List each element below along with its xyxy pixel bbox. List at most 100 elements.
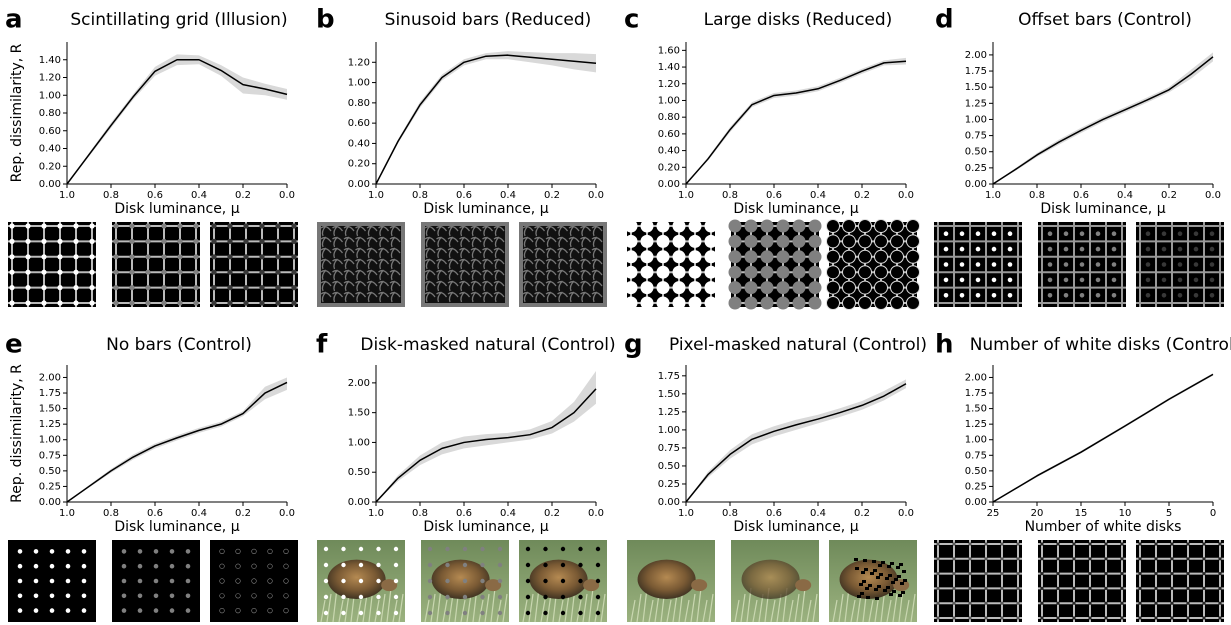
y-tick-label: 1.00 <box>658 425 680 436</box>
confidence-band <box>376 51 596 184</box>
chart-title: Large disks (Reduced) <box>704 10 893 30</box>
disk <box>874 234 888 249</box>
mask-disk <box>341 610 346 616</box>
mask-disk <box>595 578 601 584</box>
disk <box>1056 601 1060 605</box>
sinusoid-bar <box>436 225 448 237</box>
disk <box>1072 557 1076 561</box>
disk <box>688 296 702 310</box>
disk <box>826 280 840 295</box>
disk <box>890 296 904 310</box>
stimulus-thumbnail <box>519 540 607 623</box>
mask-pixel <box>883 589 887 592</box>
grass-blade <box>594 599 600 623</box>
sinusoid-bar <box>332 247 344 259</box>
mask-disk <box>543 562 548 568</box>
sinusoid-bar <box>459 247 471 259</box>
disk <box>9 269 15 275</box>
sinusoid-bar <box>343 258 355 270</box>
y-tick-label: 1.75 <box>658 371 680 382</box>
x-tick-label: 0.0 <box>588 508 604 519</box>
disk <box>1072 586 1076 591</box>
x-tick-label: 0.2 <box>544 190 560 201</box>
disk <box>219 548 225 555</box>
x-axis-label: Disk luminance, μ <box>114 519 239 535</box>
disk <box>760 219 774 233</box>
disk <box>776 281 790 295</box>
disk <box>267 607 273 614</box>
data-line <box>375 54 597 185</box>
disk <box>984 601 988 605</box>
grass-blade <box>386 587 392 623</box>
disk <box>161 269 167 275</box>
disk <box>235 563 241 569</box>
mask-disk <box>376 594 381 600</box>
disk <box>1161 246 1167 252</box>
disk <box>275 254 281 260</box>
x-tick-label: 25 <box>987 508 1000 519</box>
grass-blade <box>490 587 496 623</box>
disk <box>1209 231 1215 236</box>
x-tick-label: 0.6 <box>147 190 163 201</box>
disk <box>153 563 159 569</box>
disk <box>65 563 71 569</box>
disk <box>81 563 87 569</box>
mask-pixel <box>857 595 861 598</box>
sinusoid-bar <box>320 269 332 281</box>
disk <box>842 249 856 264</box>
disk <box>808 250 822 264</box>
mask-pixel <box>886 586 890 589</box>
disk <box>1072 601 1076 605</box>
disk <box>959 246 965 252</box>
disk <box>1202 542 1206 546</box>
mask-disk <box>393 546 399 552</box>
disk <box>1104 542 1108 546</box>
disk <box>728 250 742 264</box>
disk <box>640 234 654 248</box>
grass-blade <box>576 599 582 623</box>
grass-blade <box>794 593 800 623</box>
disk <box>1063 246 1069 252</box>
y-tick-label: 0.00 <box>39 179 61 190</box>
disk <box>227 285 233 291</box>
disk <box>952 542 956 546</box>
disk <box>291 223 297 229</box>
disk <box>89 254 95 260</box>
sinusoid-bar <box>459 225 471 237</box>
grass-blade <box>800 587 806 623</box>
stimulus-thumbnail <box>627 540 715 623</box>
disk <box>991 293 997 298</box>
sinusoid-bar <box>522 258 534 270</box>
sinusoid-bar <box>332 258 344 270</box>
mask-pixel <box>876 576 880 579</box>
disk <box>1120 557 1124 561</box>
disk <box>1104 572 1108 576</box>
x-tick-label: 0.6 <box>147 508 163 519</box>
disk <box>291 269 297 275</box>
disk <box>1040 601 1044 605</box>
disk <box>1000 542 1004 546</box>
mask-disk <box>578 578 583 584</box>
x-tick-label: 1.0 <box>678 508 694 519</box>
mask-pixel <box>890 562 894 565</box>
disk <box>137 578 143 584</box>
grass-blade <box>478 599 484 623</box>
y-tick-label: 0.25 <box>965 481 987 492</box>
mask-pixel <box>877 585 881 588</box>
panel-letter: c <box>624 5 639 35</box>
sinusoid-bar <box>389 291 401 303</box>
y-tick-label: 1.20 <box>658 79 680 90</box>
disk <box>1177 231 1183 236</box>
disk <box>1040 557 1044 561</box>
disk <box>211 269 217 275</box>
turtle-shell <box>431 559 490 600</box>
disk <box>177 238 183 244</box>
disk <box>145 238 151 244</box>
y-tick-label: 1.25 <box>658 407 680 418</box>
sinusoid-bar <box>366 258 378 270</box>
disk <box>1040 542 1044 546</box>
disk <box>704 265 718 279</box>
y-tick-label: 0.00 <box>348 179 370 190</box>
disk <box>243 269 249 275</box>
sinusoid-bar <box>493 291 505 303</box>
